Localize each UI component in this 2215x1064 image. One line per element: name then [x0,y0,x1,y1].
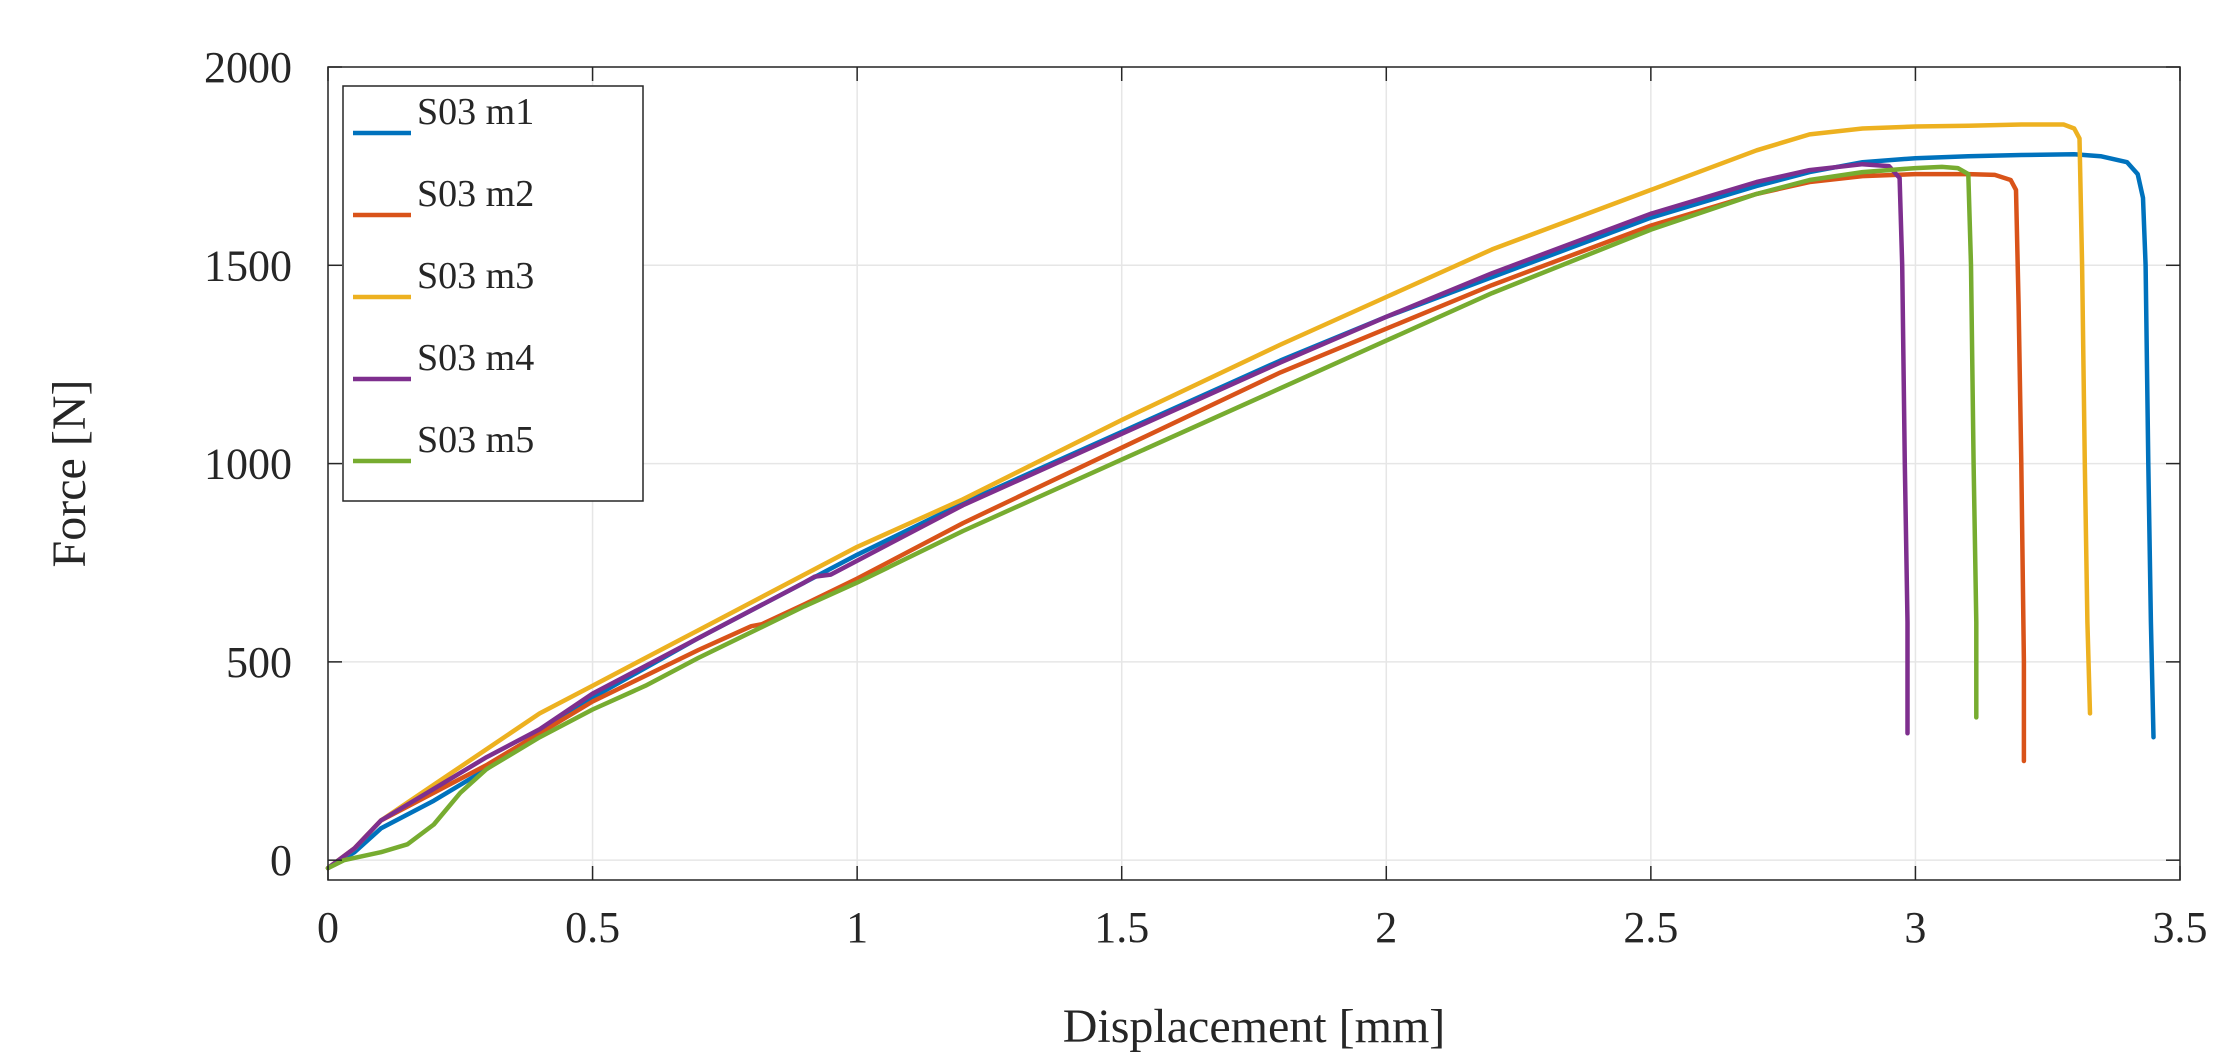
x-tick-label: 3 [1904,903,1926,952]
x-tick-label: 0.5 [565,903,620,952]
legend-label: S03 m4 [417,337,534,379]
x-tick-label: 1.5 [1094,903,1149,952]
x-tick-label: 3.5 [2153,903,2208,952]
legend-label: S03 m1 [417,91,534,133]
series-line-3 [325,122,2093,871]
y-tick-label: 1000 [204,440,292,489]
legend-label: S03 m2 [417,173,534,215]
y-tick-label: 1500 [204,241,292,290]
y-tick-label: 500 [226,638,292,687]
x-tick-label: 2 [1375,903,1397,952]
x-tick-label: 0 [317,903,339,952]
series-line-2 [325,171,2027,871]
series-line-4 [325,161,1910,871]
x-axis-label: Displacement [mm] [1063,1000,1446,1053]
plot-area-frame [327,66,2181,881]
tick-labels: 0 0.5 1 1.5 2 2.5 3 3.5 0 500 1000 1500 2000 [204,43,2208,952]
legend: S03 m1 S03 m2 S03 m3 S03 m4 S03 m5 [342,85,644,502]
series-line-5 [325,164,1979,871]
legend-box [342,85,644,502]
y-axis-label: Force [N] [43,380,96,568]
legend-label: S03 m5 [417,419,534,461]
x-tick-label: 2.5 [1623,903,1678,952]
y-tick-label: 0 [270,836,292,885]
series-lines [325,122,2156,871]
y-tick-label: 2000 [204,43,292,92]
axis-ticks [327,66,2181,880]
x-tick-label: 1 [846,903,868,952]
legend-label: S03 m3 [417,255,534,297]
